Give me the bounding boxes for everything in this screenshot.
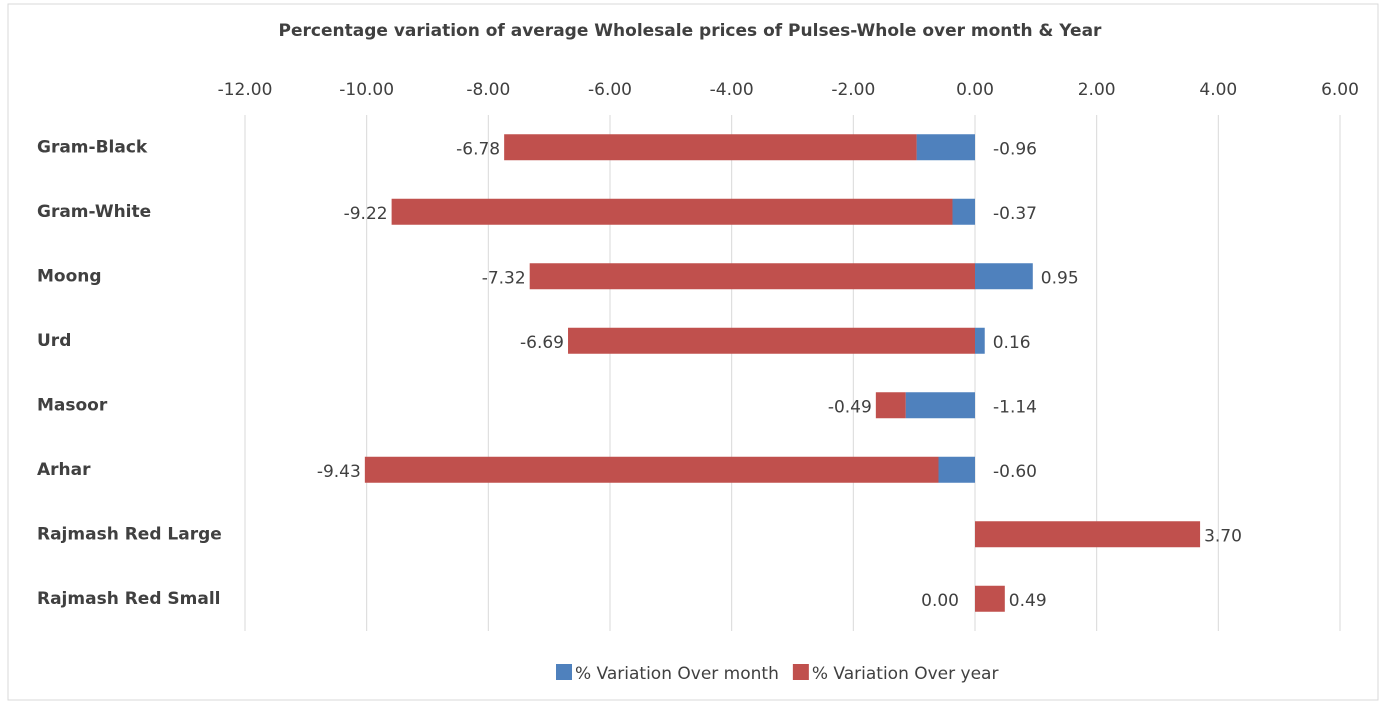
bar [952,198,975,225]
category-label: Arhar [37,460,91,480]
data-label: 0.16 [993,333,1031,353]
bar [916,134,975,161]
bar [975,263,1033,290]
category-label: Masoor [37,395,108,415]
x-tick-label: -12.00 [218,80,273,100]
bar [875,392,906,419]
data-label: -9.22 [344,204,388,224]
data-label: -0.37 [993,204,1037,224]
data-label: -6.69 [520,333,564,353]
legend-label: % Variation Over month [575,664,779,684]
x-tick-label: 4.00 [1199,80,1237,100]
x-tick-label: -10.00 [339,80,394,100]
data-label: -0.49 [828,397,872,417]
x-tick-label: 6.00 [1321,80,1359,100]
bar [905,392,975,419]
x-tick-label: -8.00 [466,80,510,100]
bar [391,198,953,225]
data-label: 3.70 [1204,526,1242,546]
bar [975,521,1201,548]
x-tick-label: 0.00 [956,80,994,100]
category-label: Gram-Black [37,137,148,157]
data-label: -7.32 [482,268,526,288]
x-tick-label: -2.00 [831,80,875,100]
bar [975,327,985,354]
bar [975,585,1005,612]
data-label: -0.60 [993,462,1037,482]
data-label: -1.14 [993,397,1037,417]
category-label: Gram-White [37,202,151,222]
data-label: 0.00 [921,591,959,611]
x-tick-label: -4.00 [710,80,754,100]
category-label: Rajmash Red Large [37,524,222,544]
legend-swatch [556,664,572,680]
bar [529,263,975,290]
bar [938,456,975,483]
chart-title: Percentage variation of average Wholesal… [279,21,1102,41]
data-label: 0.95 [1041,268,1079,288]
x-tick-label: -6.00 [588,80,632,100]
data-label: -9.43 [317,462,361,482]
category-label: Moong [37,266,102,286]
bar [504,134,917,161]
category-label: Rajmash Red Small [37,589,221,609]
bar [364,456,939,483]
data-label: 0.49 [1009,591,1047,611]
category-label: Urd [37,331,71,351]
bar [568,327,975,354]
legend-swatch [792,664,809,680]
data-label: -6.78 [456,139,500,159]
data-label: -0.96 [993,139,1037,159]
x-tick-label: 2.00 [1078,80,1116,100]
legend-label: % Variation Over year [812,664,999,684]
